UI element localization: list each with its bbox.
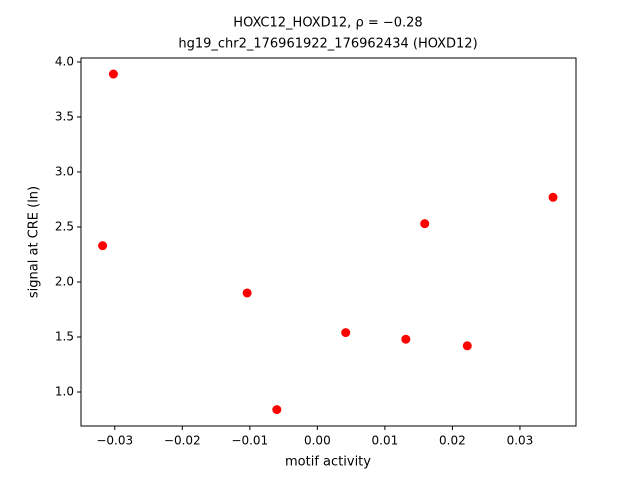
point [108,69,118,79]
x-tick-label: −0.02 [164,434,201,448]
x-tick-label: −0.01 [231,434,268,448]
x-axis-label: motif activity [285,455,371,470]
point [548,192,558,202]
point [98,241,108,251]
plot-frame [80,57,577,427]
point [401,334,411,344]
chart-subtitle: hg19_chr2_176961922_176962434 (HOXD12) [178,37,477,52]
y-tick-label: 2.0 [55,274,74,288]
point [242,288,252,298]
x-tick-label: 0.01 [372,434,399,448]
y-tick-label: 1.5 [55,329,74,343]
y-tick-label: 3.0 [55,164,74,178]
y-tick-label: 1.0 [55,385,74,399]
x-tick-label: 0.03 [507,434,534,448]
x-tick-label: −0.03 [96,434,133,448]
y-tick-label: 4.0 [55,54,74,68]
point [341,328,351,338]
point [462,341,472,351]
y-tick-label: 2.5 [55,219,74,233]
chart-title: HOXC12_HOXD12, ρ = −0.28 [233,16,422,31]
y-tick-label: 3.5 [55,109,74,123]
x-tick-label: 0.00 [304,434,331,448]
y-axis-label: signal at CRE (ln) [27,186,42,298]
point [272,405,282,415]
point [420,219,430,229]
x-tick-label: 0.02 [439,434,466,448]
